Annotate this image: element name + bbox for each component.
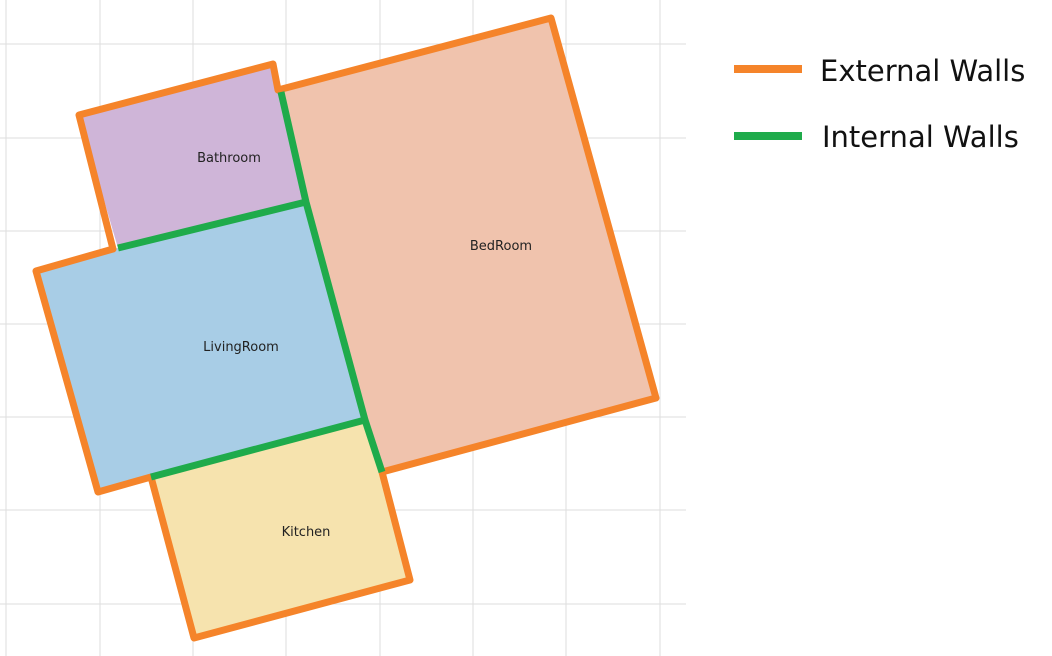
- legend-external-label: External Walls: [820, 54, 1025, 88]
- legend-internal-label: Internal Walls: [822, 120, 1019, 154]
- label-livingroom: LivingRoom: [203, 340, 279, 355]
- room-kitchen: [151, 420, 410, 638]
- internal-walls: [117, 91, 386, 481]
- room-labels: Bathroom BedRoom LivingRoom Kitchen: [197, 151, 532, 540]
- legend: External Walls Internal Walls: [734, 54, 1025, 154]
- internal-wall-bath-living: [117, 198, 307, 252]
- room-bedroom: [278, 18, 656, 472]
- room-livingroom: [36, 202, 365, 492]
- label-bedroom: BedRoom: [470, 239, 532, 254]
- label-bathroom: Bathroom: [197, 151, 261, 166]
- internal-wall-bath-bed: [277, 91, 386, 474]
- room-bathroom: [79, 64, 306, 248]
- internal-wall-living-kitchen: [150, 416, 366, 481]
- label-kitchen: Kitchen: [282, 525, 331, 540]
- rooms: [36, 18, 656, 638]
